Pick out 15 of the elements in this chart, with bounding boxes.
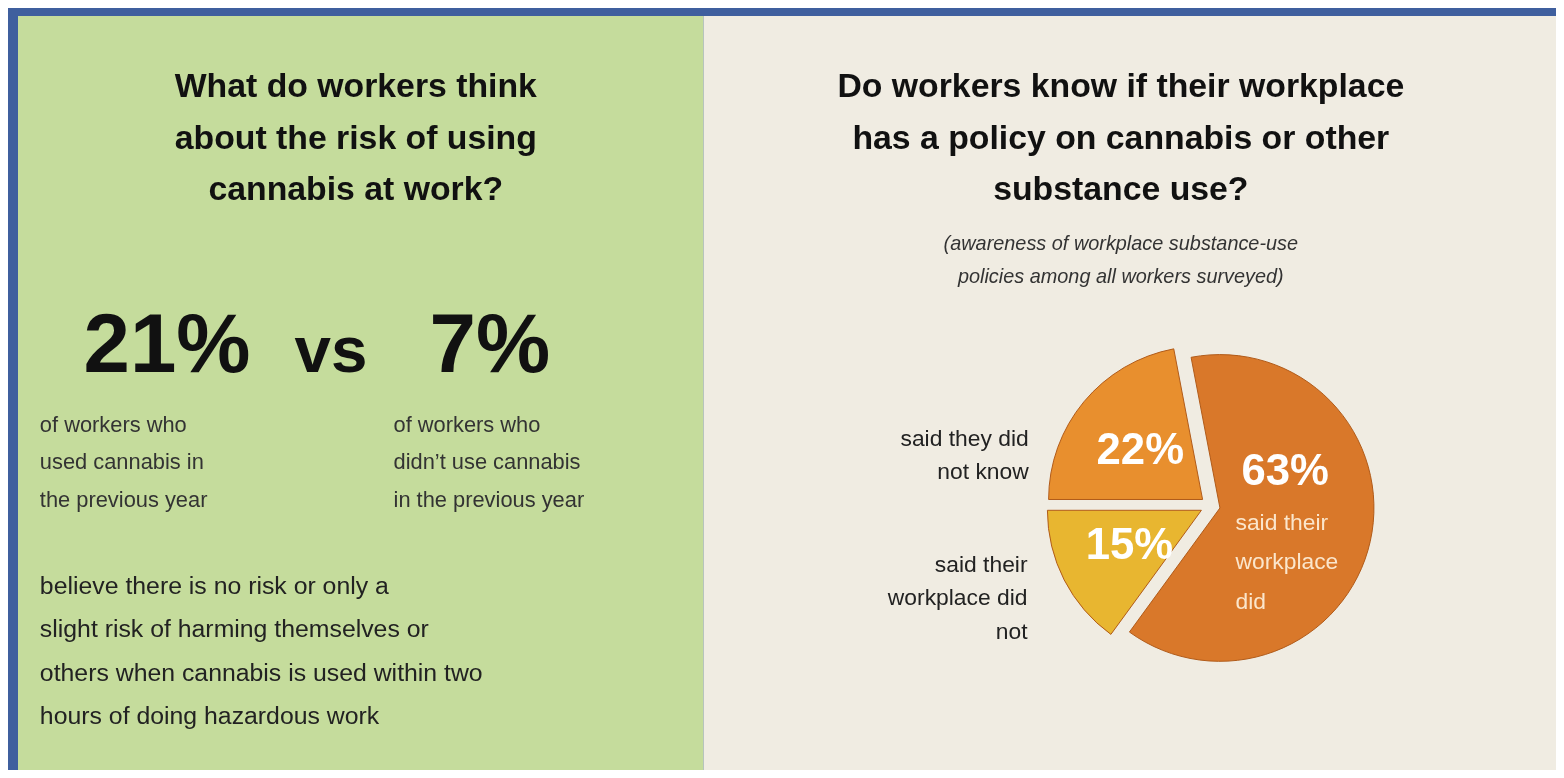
- text: believe there is no risk or only a slight risk of harming themselves or others when cannabis is used within two hours of doing hazardous work: [39, 571, 483, 730]
- text: 21%: [83, 297, 251, 391]
- text: What do workers think about the risk of using cannabis at work?: [174, 66, 538, 208]
- text: vs: [294, 313, 368, 387]
- data-label: 15%: [1085, 520, 1174, 568]
- slice-label: said their workplace did not: [886, 550, 1029, 644]
- text: of workers who didn’t use cannabis in the previous year: [393, 411, 585, 512]
- data-label: 63%: [1241, 446, 1329, 495]
- text: of workers who used cannabis in the previous year: [39, 411, 208, 512]
- chart-title: Do workers know if their workplace has a policy on cannabis or other substance use?: [837, 66, 1405, 208]
- slice-label: said they did not know: [900, 424, 1030, 485]
- chart-subtitle: (awareness of workplace substance-use policies among all workers surveyed): [943, 231, 1299, 288]
- slice-label: said their workplace did: [1234, 508, 1339, 614]
- text: 7%: [429, 297, 551, 391]
- data-label: 22%: [1096, 425, 1185, 474]
